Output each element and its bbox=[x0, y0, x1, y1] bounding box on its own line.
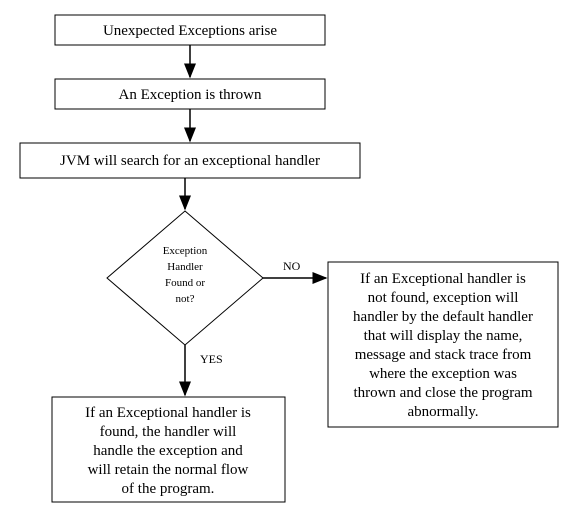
node-label: An Exception is thrown bbox=[119, 87, 262, 103]
node-decision-handler-found: Exception Handler Found or not? bbox=[107, 211, 263, 345]
node-label-line: Handler bbox=[167, 261, 203, 273]
node-label-line: found, the handler will bbox=[100, 424, 237, 440]
node-label-line: abnormally. bbox=[407, 404, 478, 420]
node-handler-not-found: If an Exceptional handler is not found, … bbox=[328, 262, 558, 427]
node-jvm-search: JVM will search for an exceptional handl… bbox=[20, 143, 360, 178]
node-label-line: will retain the normal flow bbox=[88, 462, 249, 478]
node-label-line: thrown and close the program bbox=[353, 385, 532, 401]
node-label-line: If an Exceptional handler is bbox=[85, 405, 251, 421]
flowchart-canvas: Unexpected Exceptions arise An Exception… bbox=[0, 0, 577, 523]
node-label-line: of the program. bbox=[122, 481, 215, 497]
node-label-line: Found or bbox=[165, 277, 205, 289]
node-label-line: message and stack trace from bbox=[355, 347, 532, 363]
node-label-line: handler by the default handler bbox=[353, 309, 533, 325]
node-handler-found: If an Exceptional handler is found, the … bbox=[52, 397, 285, 502]
node-unexpected-exceptions: Unexpected Exceptions arise bbox=[55, 15, 325, 45]
node-label: JVM will search for an exceptional handl… bbox=[60, 153, 320, 169]
node-label-line: not? bbox=[176, 293, 195, 305]
node-label-line: Exception bbox=[163, 245, 208, 257]
node-label-line: not found, exception will bbox=[368, 290, 519, 306]
node-label-line: handle the exception and bbox=[93, 443, 243, 459]
node-label-line: If an Exceptional handler is bbox=[360, 271, 526, 287]
node-exception-thrown: An Exception is thrown bbox=[55, 79, 325, 109]
node-label-line: that will display the name, bbox=[364, 328, 523, 344]
edge-label-no: NO bbox=[283, 259, 301, 273]
node-label: Unexpected Exceptions arise bbox=[103, 23, 277, 39]
edge-label-yes: YES bbox=[200, 352, 223, 366]
node-label-line: where the exception was bbox=[369, 366, 517, 382]
